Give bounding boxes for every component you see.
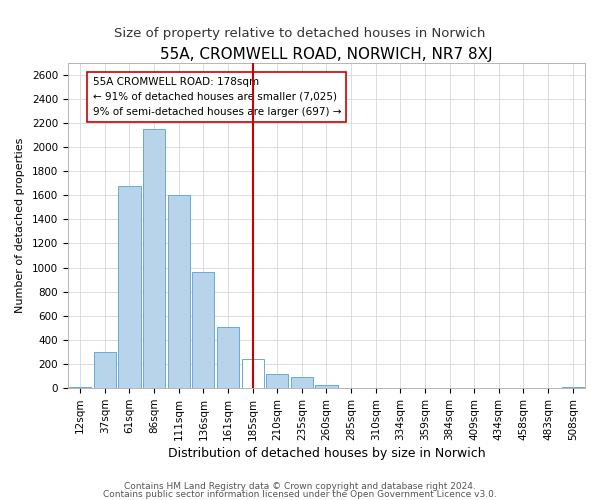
X-axis label: Distribution of detached houses by size in Norwich: Distribution of detached houses by size … xyxy=(167,447,485,460)
Text: Contains HM Land Registry data © Crown copyright and database right 2024.: Contains HM Land Registry data © Crown c… xyxy=(124,482,476,491)
Bar xyxy=(143,129,165,388)
Y-axis label: Number of detached properties: Number of detached properties xyxy=(15,138,25,313)
Text: Contains public sector information licensed under the Open Government Licence v3: Contains public sector information licen… xyxy=(103,490,497,499)
Text: Size of property relative to detached houses in Norwich: Size of property relative to detached ho… xyxy=(115,28,485,40)
Bar xyxy=(562,387,584,388)
Bar xyxy=(242,360,263,388)
Bar xyxy=(266,374,288,388)
Bar xyxy=(167,195,190,388)
Bar xyxy=(217,326,239,388)
Bar xyxy=(94,352,116,388)
Text: 55A CROMWELL ROAD: 178sqm
← 91% of detached houses are smaller (7,025)
9% of sem: 55A CROMWELL ROAD: 178sqm ← 91% of detac… xyxy=(92,77,341,116)
Bar xyxy=(291,378,313,388)
Bar xyxy=(118,186,140,388)
Bar xyxy=(192,272,214,388)
Bar xyxy=(316,384,338,388)
Title: 55A, CROMWELL ROAD, NORWICH, NR7 8XJ: 55A, CROMWELL ROAD, NORWICH, NR7 8XJ xyxy=(160,48,493,62)
Bar xyxy=(69,387,91,388)
